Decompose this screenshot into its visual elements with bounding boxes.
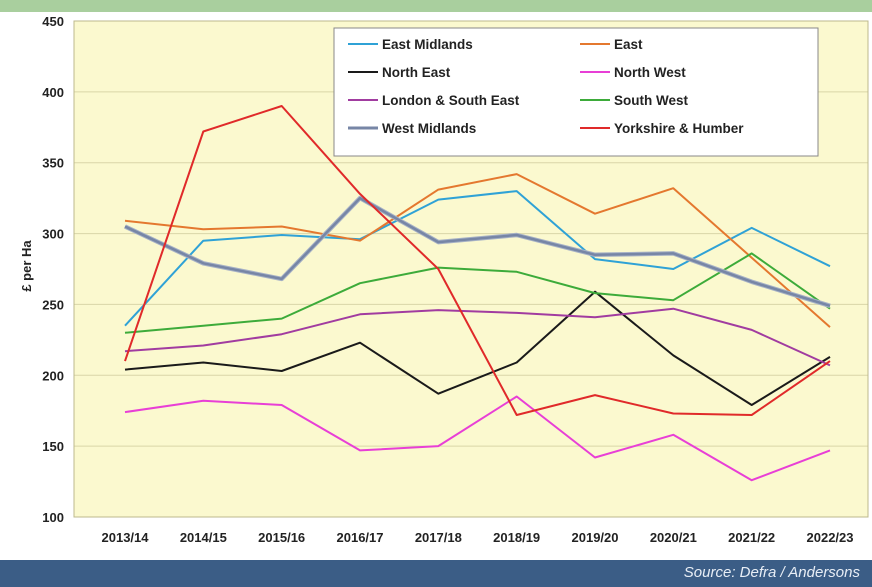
y-tick-label: 150 (42, 439, 64, 454)
x-tick-label: 2020/21 (650, 530, 697, 545)
x-tick-label: 2017/18 (415, 530, 462, 545)
x-tick-label: 2015/16 (258, 530, 305, 545)
x-tick-labels: 2013/14 2014/15 2015/16 2016/17 2017/18 2018/… (102, 530, 854, 545)
y-tick-label: 350 (42, 156, 64, 171)
legend-label: North West (614, 65, 686, 80)
legend-label: Yorkshire & Humber (614, 121, 744, 136)
series-line-north-east (124, 290, 831, 406)
series-line-east (124, 173, 831, 328)
legend-label: East (614, 37, 643, 52)
y-tick-label: 250 (42, 297, 64, 312)
x-tick-label: 2014/15 (180, 530, 227, 545)
y-tick-label: 200 (42, 368, 64, 383)
series-line-east-midlands (124, 190, 831, 327)
legend-label: South West (614, 93, 689, 108)
x-tick-label: 2021/22 (728, 530, 775, 545)
legend-label: East Midlands (382, 37, 473, 52)
source-text: Source: Defra / Andersons (683, 564, 860, 581)
series-line-south-west (124, 252, 831, 334)
legend-label: West Midlands (382, 121, 476, 136)
x-tick-label: 2016/17 (337, 530, 384, 545)
x-tick-label: 2013/14 (102, 530, 150, 545)
y-tick-label: 450 (42, 14, 64, 29)
footer-bar: Source: Defra / Andersons (0, 560, 872, 587)
legend-label: London & South East (382, 93, 520, 108)
y-tick-labels: 100 150 200 250 300 350 400 450 (42, 14, 64, 525)
y-axis-label: £ per Ha (19, 240, 34, 292)
legend-box (333, 27, 819, 157)
y-tick-label: 400 (42, 85, 64, 100)
legend: East Midlands East North East North West Lon… (333, 27, 819, 157)
series-line-london-south-east (124, 307, 831, 367)
legend-label: North East (382, 65, 451, 80)
series-lines (124, 105, 831, 482)
series-line-yorkshire-humber (124, 105, 831, 416)
x-tick-label: 2022/23 (807, 530, 854, 545)
series-line-west-midlands (124, 196, 831, 307)
plot-border (73, 20, 869, 518)
chart-area: 100 150 200 250 300 350 400 450 2013/14 2014/15 2… (0, 12, 872, 564)
y-tick-label: 100 (42, 510, 64, 525)
x-tick-label: 2019/20 (572, 530, 619, 545)
x-tick-label: 2018/19 (493, 530, 540, 545)
y-tick-label: 300 (42, 227, 64, 242)
series-line-north-west (124, 395, 831, 482)
grid (73, 20, 869, 518)
